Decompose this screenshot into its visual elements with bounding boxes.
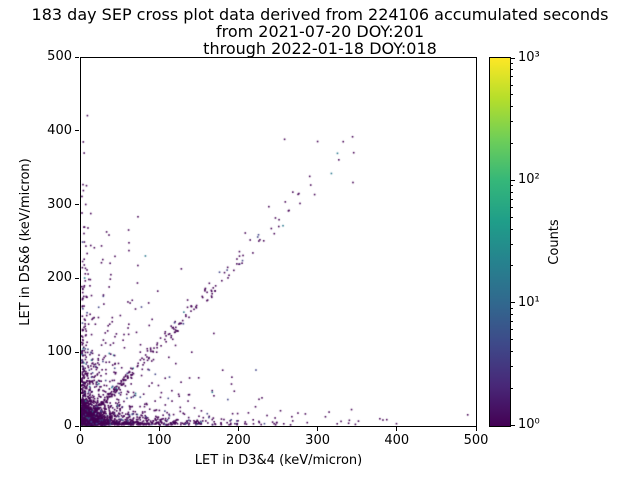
colorbar-minor-tick-mark xyxy=(511,307,513,309)
colorbar-minor-tick-mark xyxy=(511,314,513,316)
colorbar-minor-tick-mark xyxy=(511,387,513,389)
x-tick-label: 200 xyxy=(225,433,251,448)
colorbar-minor-tick-mark xyxy=(511,243,513,245)
colorbar-minor-tick-mark xyxy=(511,121,513,123)
colorbar-label: Counts xyxy=(547,219,562,265)
colorbar-minor-tick-mark xyxy=(511,63,513,65)
y-tick-label: 0 xyxy=(63,418,72,433)
colorbar-minor-tick-mark xyxy=(511,94,513,96)
x-tick-label: 0 xyxy=(75,433,85,448)
chart-title: 183 day SEP cross plot data derived from… xyxy=(0,6,640,57)
y-tick-mark xyxy=(75,425,79,427)
y-tick-label: 500 xyxy=(47,49,72,64)
colorbar-minor-tick-mark xyxy=(511,216,513,218)
y-tick-label: 400 xyxy=(47,122,72,138)
y-tick-mark xyxy=(75,277,79,279)
colorbar-tick-label: 10³ xyxy=(518,50,540,65)
y-tick-label: 100 xyxy=(47,344,72,360)
colorbar-tick-mark xyxy=(511,424,515,426)
colorbar-gradient xyxy=(490,58,510,426)
x-tick-mark xyxy=(475,427,477,431)
title-line-2: from 2021-07-20 DOY:201 xyxy=(215,22,424,41)
colorbar-minor-tick-mark xyxy=(511,143,513,144)
colorbar-minor-tick-mark xyxy=(511,350,513,352)
plot-area xyxy=(80,57,477,427)
colorbar-minor-tick-mark xyxy=(511,198,513,200)
x-tick-mark xyxy=(317,427,319,431)
colorbar-minor-tick-mark xyxy=(511,366,513,368)
y-tick-label: 200 xyxy=(47,270,72,286)
x-tick-label: 400 xyxy=(384,433,410,448)
colorbar-tick-mark xyxy=(511,302,515,304)
colorbar-minor-tick-mark xyxy=(511,76,513,78)
colorbar-minor-tick-mark xyxy=(511,206,513,208)
colorbar-tick-mark xyxy=(511,57,515,59)
x-tick-mark xyxy=(158,427,160,431)
x-tick-mark xyxy=(79,427,81,431)
title-line-3: through 2022-01-18 DOY:018 xyxy=(203,39,437,58)
colorbar-minor-tick-mark xyxy=(511,69,513,71)
y-tick-label: 300 xyxy=(47,196,72,212)
x-tick-mark xyxy=(396,427,398,431)
title-line-1: 183 day SEP cross plot data derived from… xyxy=(31,5,609,24)
colorbar xyxy=(489,57,511,427)
colorbar-minor-tick-mark xyxy=(511,228,513,230)
y-tick-mark xyxy=(75,204,79,206)
colorbar-tick-label: 10² xyxy=(518,172,540,188)
colorbar-minor-tick-mark xyxy=(511,191,513,193)
colorbar-minor-tick-mark xyxy=(511,329,513,331)
colorbar-tick-label: 10¹ xyxy=(518,294,540,310)
y-tick-mark xyxy=(75,130,79,132)
colorbar-tick-label: 10⁰ xyxy=(518,417,540,432)
colorbar-minor-tick-mark xyxy=(511,185,513,187)
x-tick-mark xyxy=(237,427,239,431)
y-tick-mark xyxy=(75,56,79,58)
colorbar-minor-tick-mark xyxy=(511,106,513,108)
colorbar-minor-tick-mark xyxy=(511,338,513,340)
y-tick-mark xyxy=(75,351,79,353)
colorbar-minor-tick-mark xyxy=(511,84,513,86)
colorbar-minor-tick-mark xyxy=(511,265,513,267)
x-tick-label: 300 xyxy=(305,433,330,448)
x-tick-label: 500 xyxy=(463,433,489,448)
x-axis-label: LET in D3&4 (keV/micron) xyxy=(194,453,363,468)
colorbar-tick-mark xyxy=(511,179,515,181)
scatter-canvas xyxy=(81,58,476,426)
colorbar-minor-tick-mark xyxy=(511,321,513,323)
x-tick-label: 100 xyxy=(146,433,172,448)
